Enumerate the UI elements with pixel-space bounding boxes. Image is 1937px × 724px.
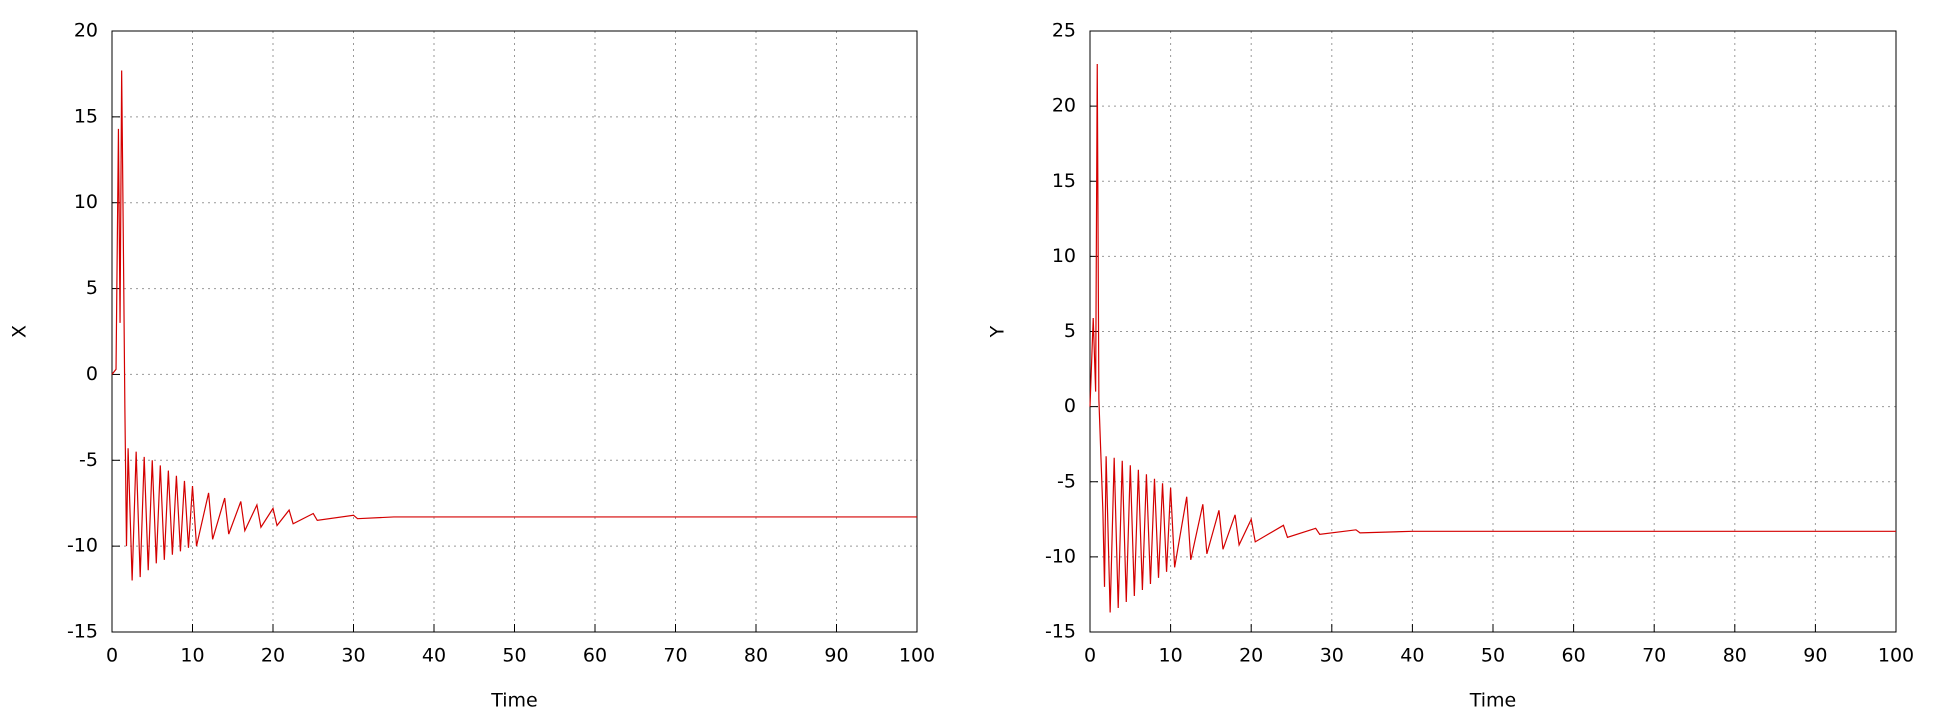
y-tick-label: 20 bbox=[74, 20, 98, 42]
x-tick-label: 0 bbox=[106, 645, 118, 667]
y-tick-label: -15 bbox=[67, 621, 98, 643]
x-tick-label: 80 bbox=[744, 645, 768, 667]
y-tick-label: 0 bbox=[1064, 395, 1076, 417]
y-tick-label: 5 bbox=[1064, 320, 1076, 342]
y-tick-label: 20 bbox=[1052, 95, 1076, 117]
y-tick-label: -15 bbox=[1045, 621, 1076, 643]
x-tick-label: 20 bbox=[261, 645, 285, 667]
x-tick-label: 10 bbox=[180, 645, 204, 667]
y-tick-label: -5 bbox=[1057, 470, 1076, 492]
y-tick-label: 10 bbox=[1052, 245, 1076, 267]
data-line bbox=[1089, 64, 1896, 613]
x-axis-label: Time bbox=[1469, 690, 1517, 712]
x-tick-label: 0 bbox=[1084, 645, 1096, 667]
x-tick-label: 40 bbox=[1400, 645, 1424, 667]
x-tick-label: 90 bbox=[1803, 645, 1827, 667]
y-tick-label: 10 bbox=[74, 191, 98, 213]
y-tick-label: -10 bbox=[67, 535, 98, 557]
x-tick-label: 30 bbox=[341, 645, 365, 667]
x-axis-label: Time bbox=[490, 690, 538, 712]
y-tick-label: 0 bbox=[86, 363, 98, 385]
y-axis-label: X bbox=[9, 325, 31, 338]
x-tick-label: 70 bbox=[1642, 645, 1666, 667]
y-tick-label: 15 bbox=[74, 105, 98, 127]
y-tick-label: 15 bbox=[1052, 170, 1076, 192]
x-tick-label: 20 bbox=[1239, 645, 1263, 667]
x-tick-label: 80 bbox=[1723, 645, 1747, 667]
x-tick-label: 100 bbox=[1878, 645, 1914, 667]
y-tick-label: -5 bbox=[79, 449, 98, 471]
x-tick-label: 10 bbox=[1159, 645, 1183, 667]
y-axis-label: Y bbox=[987, 325, 1009, 338]
x-tick-label: 50 bbox=[502, 645, 526, 667]
plot-frame bbox=[1089, 30, 1897, 633]
x-tick-label: 70 bbox=[663, 645, 687, 667]
x-tick-label: 50 bbox=[1481, 645, 1505, 667]
plot-frame bbox=[111, 30, 918, 633]
x-tick-label: 40 bbox=[422, 645, 446, 667]
x-tick-label: 100 bbox=[899, 645, 935, 667]
y-tick-label: 25 bbox=[1052, 20, 1076, 42]
y-tick-label: 5 bbox=[86, 277, 98, 299]
x-tick-label: 60 bbox=[583, 645, 607, 667]
data-line bbox=[111, 70, 917, 581]
y-tick-label: -10 bbox=[1045, 545, 1076, 567]
x-tick-label: 30 bbox=[1320, 645, 1344, 667]
x-tick-label: 60 bbox=[1562, 645, 1586, 667]
x-tick-label: 90 bbox=[824, 645, 848, 667]
